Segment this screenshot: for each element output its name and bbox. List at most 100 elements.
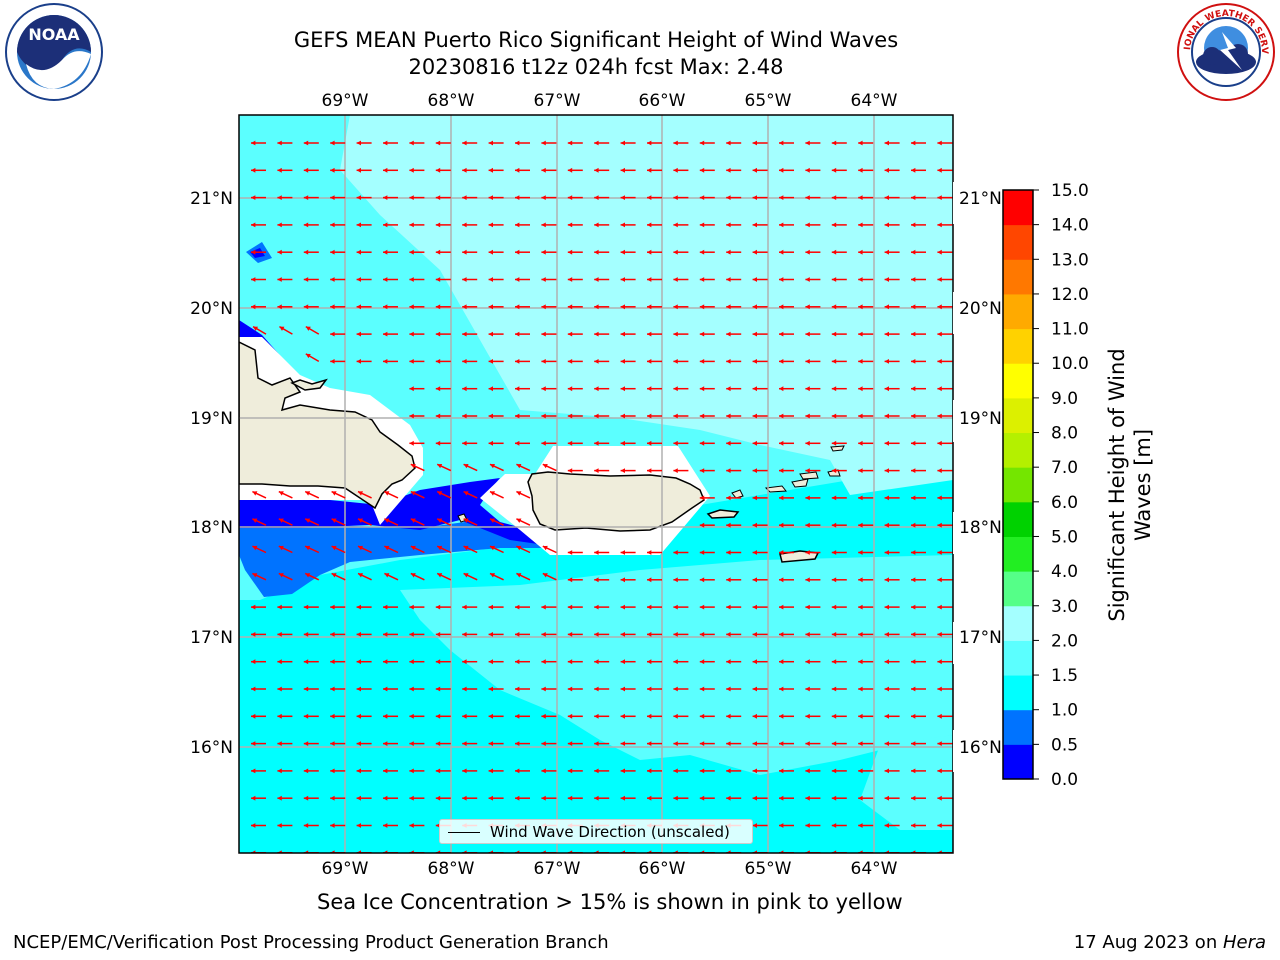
wind-arrow	[488, 413, 504, 419]
wind-arrow	[594, 604, 610, 610]
wind-arrow	[515, 140, 530, 146]
wind-arrow	[435, 140, 451, 146]
wind-wave-direction-arrows	[251, 140, 953, 853]
colorbar-segment	[1003, 709, 1033, 745]
wind-arrow	[330, 222, 346, 228]
wind-arrow	[752, 741, 768, 746]
wind-arrow	[383, 222, 398, 228]
wind-arrow	[752, 277, 768, 282]
wind-arrow	[462, 249, 478, 255]
lat-tick-right-over: 17°N	[959, 628, 1002, 648]
wind-arrow	[620, 140, 636, 146]
wind-arrow	[752, 440, 768, 446]
wind-arrow	[805, 795, 821, 801]
wind-arrow	[383, 277, 398, 282]
wind-arrow	[252, 518, 267, 526]
footer-credit: NCEP/EMC/Verification Post Processing Pr…	[13, 932, 609, 953]
wind-arrow	[673, 331, 689, 337]
wind-arrow	[752, 495, 768, 501]
wind-arrow	[303, 167, 319, 173]
wind-arrow	[516, 545, 531, 554]
wind-arrow	[356, 604, 372, 610]
wind-arrow	[805, 741, 821, 746]
wind-arrow	[409, 713, 425, 719]
wind-arrow	[515, 741, 530, 746]
colorbar-tick-label: 6.0	[1051, 493, 1078, 513]
wind-arrow	[805, 550, 821, 555]
wind-arrow	[356, 331, 372, 337]
wind-arrow	[752, 359, 768, 364]
wind-arrow	[805, 304, 821, 310]
wind-arrow	[620, 632, 636, 637]
wind-arrow	[937, 768, 953, 774]
wind-arrow	[647, 768, 662, 774]
wind-arrow	[462, 659, 478, 665]
colorbar-tick-label: 10.0	[1051, 354, 1089, 374]
wind-arrow	[541, 632, 557, 637]
wind-arrow	[279, 325, 293, 335]
wind-arrow	[831, 577, 847, 583]
wind-arrow	[303, 222, 319, 228]
colorbar-gap	[953, 400, 1005, 442]
wind-arrow	[567, 632, 583, 637]
wind-arrow	[330, 359, 346, 364]
wind-arrow	[541, 195, 557, 200]
lat-tick-left: 16°N	[190, 738, 233, 758]
wind-arrow	[277, 686, 293, 692]
plot-subtitle: 20230816 t12z 024h fcst Max: 2.48	[408, 55, 784, 79]
wind-arrow	[726, 686, 742, 692]
wind-arrow	[252, 572, 267, 581]
wind-arrow	[884, 522, 900, 528]
wind-arrow	[252, 545, 267, 554]
lon-tick-bottom: 68°W	[428, 859, 475, 879]
wind-arrow	[251, 795, 266, 801]
wind-arrow	[805, 823, 821, 828]
wind-arrow	[410, 572, 425, 581]
wind-arrow	[541, 686, 557, 692]
wind-arrow	[699, 741, 715, 746]
wind-arrow	[409, 632, 425, 637]
wind-arrow	[911, 522, 926, 528]
wind-arrow	[488, 249, 504, 255]
wind-arrow	[726, 468, 742, 473]
wind-arrow	[462, 440, 478, 446]
land-culebra	[731, 489, 744, 499]
wind-arrow	[831, 550, 847, 555]
wind-arrow	[384, 490, 399, 499]
lat-tick-left: 20°N	[190, 299, 233, 319]
wind-arrow	[277, 795, 293, 801]
colorbar-segment	[1003, 467, 1033, 503]
wind-arrow	[357, 545, 372, 554]
wind-arrow	[567, 413, 583, 419]
wind-arrow	[542, 572, 557, 581]
lon-ticks-top: 69°W 68°W 67°W 66°W 65°W 64°W	[322, 91, 898, 111]
wind-arrow	[699, 604, 715, 610]
wind-arrow	[620, 249, 636, 255]
wind-arrow	[673, 632, 689, 637]
wind-arrow	[277, 768, 293, 774]
wind-arrow	[330, 140, 346, 146]
wind-arrow	[304, 572, 320, 581]
wind-arrow	[858, 741, 874, 746]
wind-arrow	[463, 518, 478, 526]
wind-arrow	[779, 604, 794, 610]
wind-arrow	[463, 463, 478, 472]
wind-arrow	[620, 768, 636, 774]
wind-arrow	[699, 386, 715, 392]
wind-arrow	[489, 463, 504, 472]
wind-arrow	[779, 304, 794, 310]
wind-arrow	[937, 195, 953, 200]
wind-arrow	[567, 249, 583, 255]
colorbar-tick-label: 8.0	[1051, 424, 1078, 444]
wind-arrow	[567, 550, 583, 555]
wind-arrow	[251, 659, 266, 665]
wind-arrow	[673, 604, 689, 610]
footer-host: Hera	[1222, 932, 1266, 953]
svg-text:NOAA: NOAA	[28, 25, 80, 44]
wind-arrow	[831, 468, 847, 473]
wind-arrow	[937, 823, 953, 828]
plot-title: GEFS MEAN Puerto Rico Significant Height…	[293, 28, 899, 52]
wind-arrow	[752, 768, 768, 774]
wind-arrow	[726, 140, 742, 146]
wind-arrow	[277, 249, 293, 255]
